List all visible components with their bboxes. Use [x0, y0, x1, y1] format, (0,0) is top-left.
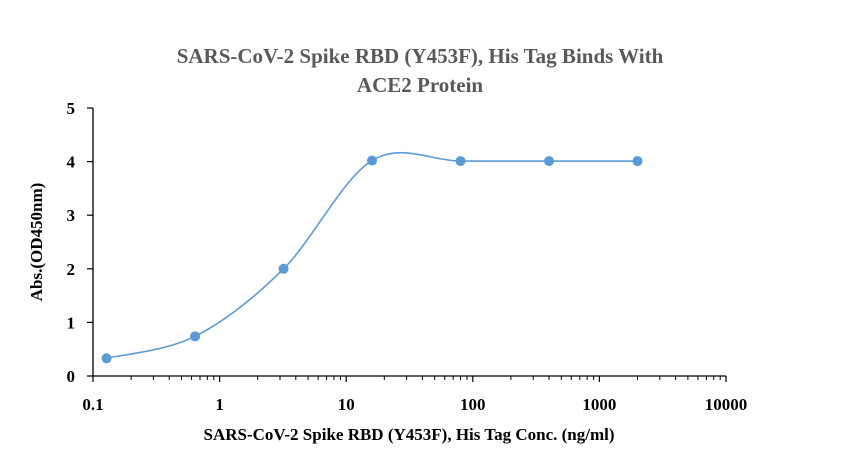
x-tick-label: 1 [215, 395, 224, 414]
chart-title: SARS-CoV-2 Spike RBD (Y453F), His Tag Bi… [177, 44, 664, 97]
x-tick-label: 100 [460, 395, 486, 414]
data-point [190, 331, 201, 342]
data-point [544, 156, 555, 167]
data-point [632, 156, 643, 167]
data-point [455, 156, 466, 167]
y-tick-label: 1 [67, 313, 76, 332]
axes [92, 108, 726, 377]
y-tick-label: 0 [67, 367, 76, 386]
data-points [101, 155, 643, 364]
x-tick-label: 1000 [582, 395, 616, 414]
data-point [367, 155, 378, 166]
data-point [101, 353, 112, 364]
y-tick-label: 5 [67, 99, 76, 118]
y-tick-label: 4 [67, 153, 76, 172]
series-line [106, 151, 638, 360]
x-tick-label: 10000 [705, 395, 748, 414]
x-axis-label: SARS-CoV-2 Spike RBD (Y453F), His Tag Co… [203, 425, 614, 444]
x-tick-label: 0.1 [82, 395, 103, 414]
y-axis-ticks: 0 1 2 3 4 5 [67, 99, 93, 386]
x-tick-label: 10 [338, 395, 355, 414]
x-axis-ticks: 0.1 1 10 100 1000 10000 [82, 376, 747, 414]
y-tick-label: 2 [67, 260, 76, 279]
y-axis-label: Abs.(OD450nm) [27, 183, 46, 302]
data-point [278, 263, 289, 274]
chart-title-line-1: SARS-CoV-2 Spike RBD (Y453F), His Tag Bi… [177, 44, 664, 68]
y-tick-label: 3 [67, 206, 76, 225]
chart-title-line-2: ACE2 Protein [357, 73, 484, 97]
